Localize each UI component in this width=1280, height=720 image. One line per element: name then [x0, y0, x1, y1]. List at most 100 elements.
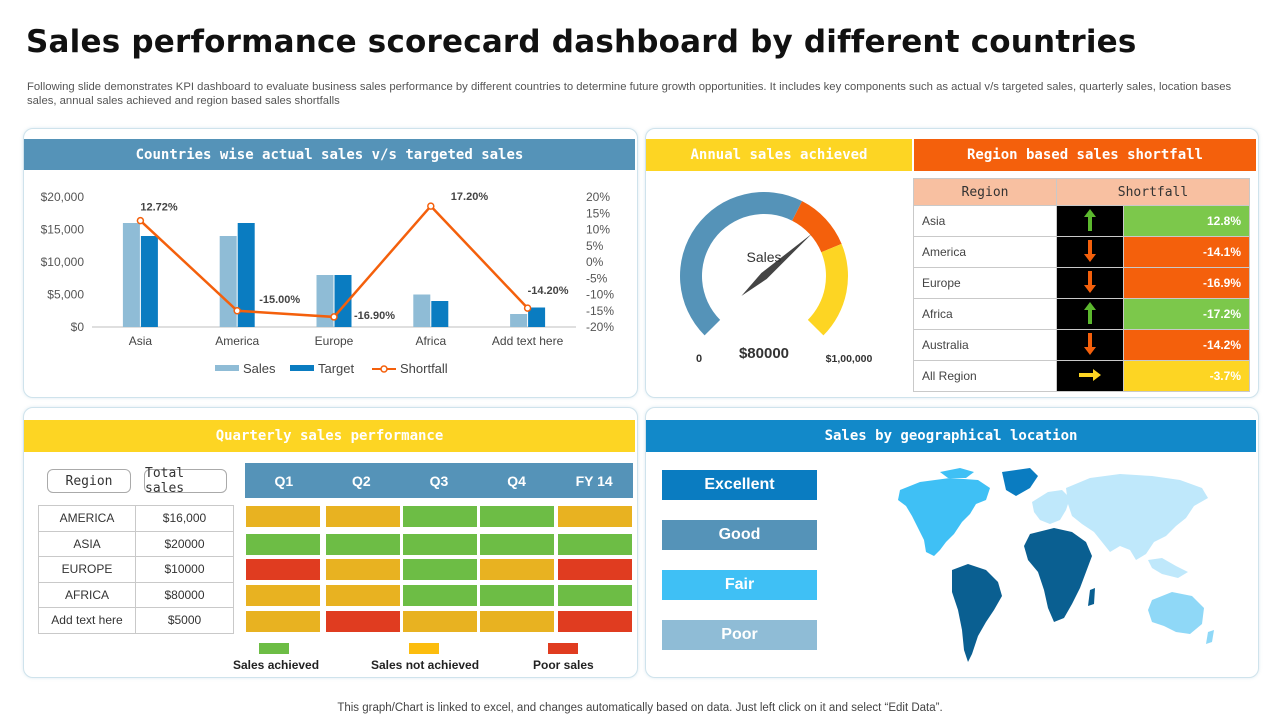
legend-swatch-target: [290, 365, 314, 371]
trend-up-icon: [1056, 205, 1124, 237]
heat-cell-amber: [326, 585, 400, 606]
right-axis-tick-label: 0%: [586, 255, 604, 269]
bar-sales: [510, 314, 528, 327]
shortfall-row: Asia 12.8%: [913, 205, 1250, 237]
geo-header: Sales by geographical location: [646, 420, 1256, 452]
map-region-southeast-asia: [1148, 558, 1188, 578]
shortfall-row: America -14.1%: [913, 236, 1250, 268]
bar-sales: [219, 236, 237, 327]
map-region-africa: [1024, 528, 1092, 622]
shortfall-region: Australia: [913, 329, 1057, 361]
heat-cell-amber: [403, 611, 477, 632]
region-name: ASIA: [38, 530, 136, 557]
shortfall-line: [139, 204, 529, 319]
legend-swatch-poor: [548, 643, 578, 654]
left-axis-tick-label: $20,000: [41, 190, 85, 204]
geo-legend-poor: Poor: [662, 620, 817, 650]
page-title: Sales performance scorecard dashboard by…: [26, 24, 1137, 60]
shortfall-data-label: -15.00%: [259, 294, 300, 306]
shortfall-col-region: Region: [913, 178, 1057, 206]
gauge-needle: [741, 233, 813, 296]
heat-cell-green: [403, 559, 477, 580]
right-axis-tick-label: -20%: [586, 320, 614, 334]
shortfall-data-label: -16.90%: [354, 310, 395, 322]
region-name: AMERICA: [38, 505, 136, 532]
shortfall-value: -17.2%: [1123, 298, 1250, 330]
region-name: EUROPE: [38, 556, 136, 583]
legend-swatch-sales: [215, 365, 239, 371]
heat-cell-green: [480, 585, 554, 606]
trend-down-icon: [1056, 267, 1124, 299]
region-name: AFRICA: [38, 581, 136, 608]
geo-legend-fair: Fair: [662, 570, 817, 600]
region-total-row: Add text here $5000: [38, 607, 234, 634]
map-region-new-zealand: [1206, 630, 1214, 644]
shortfall-value: -3.7%: [1123, 360, 1250, 392]
heat-cell-amber: [480, 611, 554, 632]
heat-cell-green: [480, 506, 554, 527]
shortfall-data-label: 17.20%: [451, 191, 489, 203]
region-total-row: ASIA $20000: [38, 530, 234, 557]
trend-down-icon: [1056, 236, 1124, 268]
left-axis-tick-label: $0: [71, 320, 85, 334]
footer-note: This graph/Chart is linked to excel, and…: [337, 702, 943, 714]
shortfall-point: [233, 307, 241, 315]
gauge-value: $80000: [739, 345, 789, 362]
annual-sales-gauge: Sales $80000 0 $1,00,000: [680, 191, 873, 365]
gauge-band: [792, 201, 842, 253]
world-map: [898, 468, 1214, 662]
shortfall-value: -14.1%: [1123, 236, 1250, 268]
map-region-europe: [1032, 490, 1070, 524]
shortfall-region: America: [913, 236, 1057, 268]
region-total-sales: $20000: [135, 530, 234, 557]
quarter-col-q1: Q1: [274, 472, 294, 489]
right-axis-tick-label: 20%: [586, 190, 610, 204]
shortfall-point: [330, 313, 338, 321]
heat-cell-green: [403, 506, 477, 527]
right-axis-tick-label: -15%: [586, 304, 614, 318]
shortfall-point: [136, 216, 145, 225]
heat-cell-amber: [326, 559, 400, 580]
legend-label-sales: Sales: [243, 361, 276, 376]
right-axis-tick-label: 5%: [586, 239, 604, 253]
shortfall-value: 12.8%: [1123, 205, 1250, 237]
left-axis-tick-label: $15,000: [41, 223, 85, 237]
region-total-table: AMERICA $16,000 ASIA $20000 EUROPE $10000 AFRI…: [38, 505, 234, 634]
quarter-col-q2: Q2: [352, 472, 371, 489]
map-region-north-america: [898, 478, 990, 556]
heat-cell-green: [558, 534, 632, 555]
map-region-greenland: [1002, 468, 1038, 496]
heat-cell-green: [480, 534, 554, 555]
right-axis-tick-label: -5%: [586, 271, 608, 285]
shortfall-col-shortfall: Shortfall: [1056, 178, 1250, 206]
bar-sales: [413, 294, 431, 327]
trend-down-icon: [1056, 329, 1124, 361]
region-total-row: EUROPE $10000: [38, 556, 234, 583]
legend-label-target: Target: [318, 361, 355, 376]
heat-cell-red: [246, 559, 320, 580]
x-axis-tick-label: Africa: [415, 334, 446, 348]
geo-legend-excellent: Excellent: [662, 470, 817, 500]
trend-right-icon: [1056, 360, 1124, 392]
gauge-band: [807, 243, 848, 336]
heat-cell-green: [558, 585, 632, 606]
x-axis-tick-label: Add text here: [492, 334, 564, 348]
trend-up-icon: [1056, 298, 1124, 330]
x-axis-tick-label: Europe: [315, 334, 354, 348]
geo-legend-good: Good: [662, 520, 817, 550]
page-subtitle: Following slide demonstrates KPI dashboa…: [27, 81, 1232, 107]
region-total-sales: $80000: [135, 581, 234, 608]
heat-cell-green: [403, 534, 477, 555]
heat-cell-amber: [246, 585, 320, 606]
shortfall-row: All Region -3.7%: [913, 360, 1250, 392]
x-axis-tick-label: Asia: [129, 334, 153, 348]
x-axis-tick-label: America: [215, 334, 259, 348]
right-axis-tick-label: -10%: [586, 288, 614, 302]
region-total-sales: $5000: [135, 607, 234, 634]
heat-cell-amber: [246, 611, 320, 632]
bar-target: [431, 301, 449, 327]
gauge-min-label: 0: [696, 353, 702, 365]
shortfall-region: Asia: [913, 205, 1057, 237]
region-name: Add text here: [38, 607, 136, 634]
legend-swatch-not-achieved: [409, 643, 439, 654]
